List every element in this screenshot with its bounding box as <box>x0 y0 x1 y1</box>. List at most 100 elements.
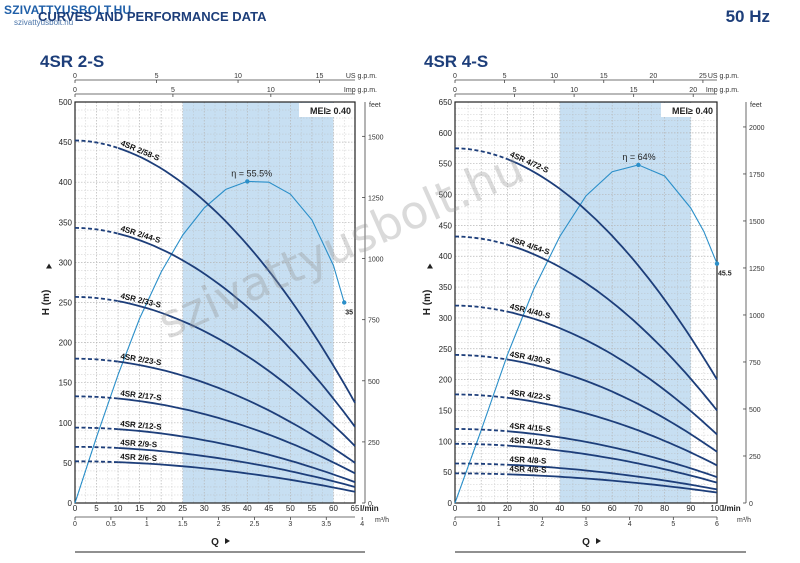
c1-x-tick-label: 100 <box>710 504 724 513</box>
c0-curve-dashed-2 <box>74 296 119 302</box>
c1-y-tick-label: 0 <box>448 499 453 508</box>
c0-x-tick-label: 30 <box>200 504 209 513</box>
frequency-label: 50 Hz <box>725 7 770 26</box>
c0-us-tick-label: 15 <box>316 73 324 80</box>
c0-h-label: H (m) <box>41 290 52 316</box>
c1-feet-tick-label: 500 <box>749 407 761 414</box>
c1-curve-dashed-6 <box>455 442 508 447</box>
c0-y-tick-label: 200 <box>59 339 73 348</box>
c1-y-tick-label: 450 <box>439 221 453 230</box>
c1-imp-tick-label: 15 <box>630 87 638 94</box>
c1-m3h-unit: m³/h <box>737 517 751 524</box>
c1-curve-dashed-2 <box>454 304 508 313</box>
c0-curve-dashed-7 <box>75 460 119 464</box>
c1-x-tick-label: 50 <box>582 504 591 513</box>
c1-feet-unit: feet <box>750 102 762 109</box>
c0-curve-dashed-0 <box>74 139 119 149</box>
c1-us-tick-label: 10 <box>550 73 558 80</box>
c0-efficiency-end-label: 35 <box>345 310 353 317</box>
c0-m3h-tick-label: 2 <box>217 521 221 528</box>
c0-curve-2 <box>117 300 356 447</box>
c1-m3h-tick-label: 1 <box>497 521 501 528</box>
c0-us-tick-label: 10 <box>234 73 242 80</box>
c0-h-arrow <box>46 263 52 269</box>
c0-curve-label-5: 4SR 2/12-S <box>120 419 163 432</box>
c1-curve-8 <box>507 473 718 494</box>
c0-x-tick-label: 20 <box>157 504 166 513</box>
c0-curve-0 <box>117 147 356 404</box>
c0-efficiency-label: η = 55.5% <box>231 168 272 178</box>
c1-curve-2 <box>507 310 718 436</box>
c1-x-tick-label: 80 <box>660 504 669 513</box>
c0-x-tick-label: 40 <box>243 504 252 513</box>
c0-us-tick-label: 5 <box>155 73 159 80</box>
c1-x-tick-label: 70 <box>634 504 643 513</box>
site-logo[interactable]: SZIVATTYUSBOLT.HU <box>4 3 132 17</box>
c0-curve-5 <box>118 428 356 483</box>
c1-curve-label-7: 4SR 4/8-S <box>509 455 547 466</box>
c1-feet-tick-label: 1000 <box>749 313 765 320</box>
c1-m3h-tick-label: 6 <box>715 521 719 528</box>
c1-curve-7 <box>507 463 718 491</box>
c1-mei-label: MEI≥ 0.40 <box>672 106 713 116</box>
c1-curve-label-8: 4SR 4/6-S <box>509 464 547 474</box>
c0-y-tick-label: 250 <box>59 299 73 308</box>
site-logo-subtitle: szivattyusbolt.hu <box>14 18 74 27</box>
c0-m3h-tick-label: 2.5 <box>250 521 260 528</box>
c0-x-tick-label: 55 <box>307 504 316 513</box>
c1-y-tick-label: 50 <box>443 468 452 477</box>
c0-y-tick-label: 0 <box>68 499 73 508</box>
c1-y-tick-label: 500 <box>439 191 453 200</box>
c0-feet-tick-label: 1500 <box>368 134 384 141</box>
c0-feet-tick-label: 250 <box>368 440 380 447</box>
c0-mei-label: MEI≥ 0.40 <box>310 106 351 116</box>
c1-y-tick-label: 250 <box>439 345 453 354</box>
c1-us-tick-label: 25 <box>699 73 707 80</box>
c1-efficiency-label: η = 64% <box>622 152 655 162</box>
c1-curve-dashed-7 <box>455 462 508 466</box>
chart-title-4sr4: 4SR 4-S <box>424 52 489 71</box>
c0-y-tick-label: 350 <box>59 218 73 227</box>
c1-lmin-unit: l/min <box>722 504 741 513</box>
c1-curve-label-6: 4SR 4/12-S <box>509 436 552 448</box>
c0-curve-7 <box>118 461 356 493</box>
c1-efficiency-end-point <box>714 261 720 266</box>
c0-imp-tick-label: 5 <box>171 87 175 94</box>
c1-us-tick-label: 5 <box>503 73 507 80</box>
c1-m3h-tick-label: 2 <box>540 521 544 528</box>
c0-x-tick-label: 0 <box>73 504 78 513</box>
c0-curve-1 <box>117 232 356 428</box>
page-heading: CURVES AND PERFORMANCE DATA <box>38 9 267 24</box>
c0-curve-dashed-6 <box>75 446 119 449</box>
c0-q-label: Q <box>211 537 219 548</box>
c1-y-tick-label: 600 <box>439 129 453 138</box>
c1-y-tick-label: 550 <box>439 160 453 169</box>
c1-feet-tick-label: 1750 <box>749 172 765 179</box>
c1-curve-6 <box>507 444 718 484</box>
c0-m3h-tick-label: 0 <box>73 521 77 528</box>
c0-curve-dashed-5 <box>75 426 119 431</box>
c1-curve-5 <box>507 430 718 478</box>
c1-h-arrow <box>427 263 433 269</box>
c0-efficiency-peak-point <box>245 179 250 184</box>
c1-y-tick-label: 100 <box>439 437 453 446</box>
c0-q-arrow <box>225 538 230 544</box>
c1-feet-tick-label: 750 <box>749 360 761 367</box>
c0-curve-label-6: 4SR 2/9-S <box>120 438 158 449</box>
c1-feet-tick-label: 0 <box>749 501 753 508</box>
c1-curve-dashed-3 <box>454 354 508 361</box>
c1-feet-tick-label: 1500 <box>749 219 765 226</box>
c0-x-tick-label: 45 <box>264 504 273 513</box>
c0-mei-box <box>299 103 354 117</box>
chart-title-4sr2: 4SR 2-S <box>40 52 105 71</box>
c0-x-tick-label: 65 <box>351 504 360 513</box>
c0-curve-6 <box>118 447 356 488</box>
c1-curve-dashed-4 <box>454 393 508 399</box>
c0-feet-tick-label: 500 <box>368 379 380 386</box>
c1-us-tick-label: 0 <box>453 73 457 80</box>
c0-feet-tick-label: 1250 <box>368 195 384 202</box>
c1-imp-unit: Imp g.p.m. <box>706 87 739 94</box>
c1-y-tick-label: 650 <box>439 98 453 107</box>
